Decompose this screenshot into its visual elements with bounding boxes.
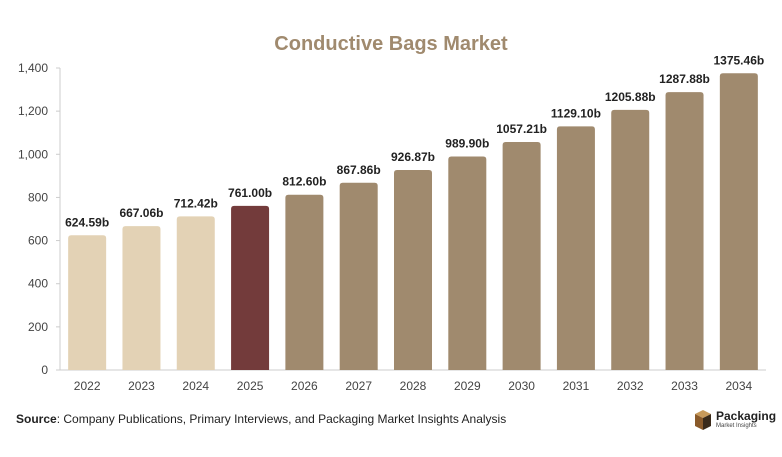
- data-label: 1129.10b: [551, 106, 601, 120]
- x-tick-label: 2026: [291, 379, 318, 393]
- y-tick-label: 800: [28, 190, 48, 204]
- bars: [68, 73, 758, 371]
- bar-2027: [339, 182, 378, 370]
- bar-2031: [556, 126, 595, 370]
- data-label: 926.87b: [391, 150, 435, 164]
- x-tick-label: 2032: [617, 379, 644, 393]
- source-label: Source: [16, 412, 57, 426]
- y-tick-label: 1,400: [18, 61, 48, 75]
- x-tick-label: 2024: [182, 379, 209, 393]
- logo-subtitle: Market Insights: [716, 423, 757, 429]
- bar-2024: [176, 216, 215, 370]
- data-label: 989.90b: [445, 136, 489, 150]
- x-axis-ticks: 2022 2023 2024 2025 2026 2027 2028 2029 2030 2031…: [74, 379, 753, 393]
- y-tick-label: 1,000: [18, 147, 48, 161]
- x-tick-label: 2029: [454, 379, 481, 393]
- data-label: 761.00b: [228, 186, 272, 200]
- packaging-logo: Packaging Market Insights: [694, 405, 776, 435]
- bar-2028: [394, 170, 432, 370]
- logo-name: Packaging: [716, 409, 777, 423]
- bar-2033: [665, 92, 704, 370]
- chart-title: Conductive Bags Market: [274, 33, 508, 55]
- bar-2022: [68, 235, 107, 370]
- x-tick-label: 2022: [74, 379, 101, 393]
- data-label: 1205.88b: [605, 90, 656, 104]
- bar-2030: [502, 141, 541, 370]
- data-labels: 624.59b 667.06b 712.42b 761.00b 812.60b 867.8…: [65, 53, 764, 229]
- y-tick-label: 1,200: [18, 104, 48, 118]
- bar-2026: [285, 194, 324, 370]
- source-text: : Company Publications, Primary Intervie…: [56, 412, 507, 426]
- x-tick-label: 2025: [237, 379, 264, 393]
- x-tick-label: 2023: [128, 379, 155, 393]
- x-tick-label: 2030: [508, 379, 535, 393]
- x-tick-label: 2028: [400, 379, 427, 393]
- x-tick-label: 2034: [725, 379, 752, 393]
- data-label: 1375.46b: [713, 53, 764, 67]
- y-axis-ticks: 0 200 400 600 800 1,000 1,200 1,400: [18, 61, 60, 377]
- data-label: 712.42b: [174, 196, 218, 210]
- data-label: 667.06b: [119, 206, 163, 220]
- y-tick-label: 400: [28, 277, 48, 291]
- y-tick-label: 600: [28, 234, 48, 248]
- data-label: 624.59b: [65, 215, 109, 229]
- bar-2034: [719, 73, 758, 370]
- bar-2029: [448, 156, 487, 370]
- y-tick-label: 0: [41, 363, 48, 377]
- box-logo-icon: [695, 410, 711, 430]
- data-label: 1287.88b: [659, 72, 710, 86]
- bar-2025: [231, 205, 270, 370]
- x-tick-label: 2033: [671, 379, 698, 393]
- data-label: 1057.21b: [496, 122, 547, 136]
- x-tick-label: 2027: [345, 379, 372, 393]
- bar-2023: [122, 226, 161, 370]
- source-line: Source: Company Publications, Primary In…: [16, 412, 506, 426]
- y-tick-label: 200: [28, 320, 48, 334]
- x-tick-label: 2031: [563, 379, 590, 393]
- data-label: 812.60b: [282, 175, 326, 189]
- data-label: 867.86b: [337, 163, 381, 177]
- bar-2032: [611, 109, 650, 371]
